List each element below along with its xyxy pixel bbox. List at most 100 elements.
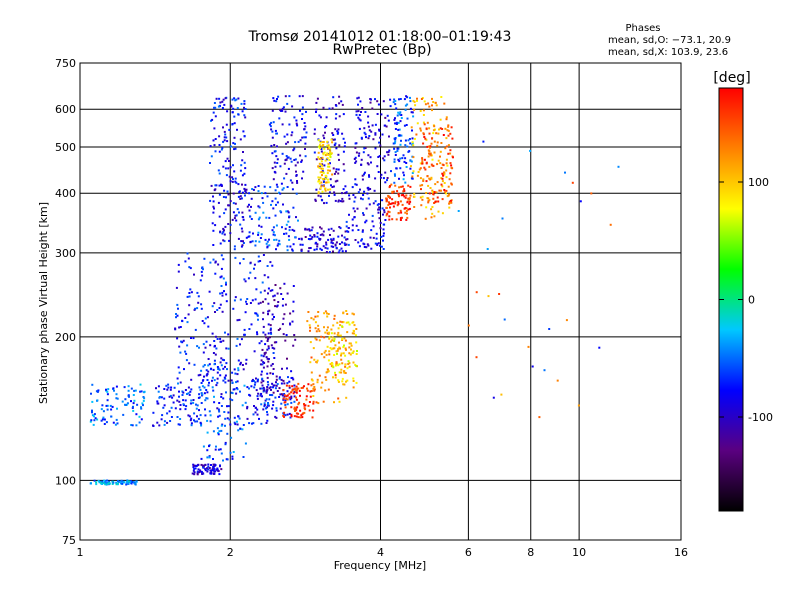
echo-point <box>395 167 398 170</box>
echo-point <box>268 123 271 126</box>
echo-point <box>299 243 302 246</box>
echo-point <box>363 246 366 248</box>
echo-point <box>291 376 294 379</box>
echo-point <box>427 102 430 105</box>
echo-point <box>326 157 329 160</box>
echo-point <box>306 228 309 231</box>
echo-point <box>385 125 388 128</box>
echo-point <box>308 229 311 232</box>
echo-point <box>260 392 263 395</box>
echo-point <box>317 139 320 142</box>
echo-point <box>135 424 138 427</box>
echo-point <box>405 95 408 98</box>
echo-point <box>152 424 154 427</box>
echo-point <box>556 379 559 382</box>
echo-point <box>341 362 344 365</box>
echo-point <box>376 113 379 115</box>
echo-point <box>355 381 358 384</box>
echo-point <box>400 211 403 214</box>
echo-point <box>167 383 170 386</box>
echo-point <box>335 104 338 107</box>
echo-point <box>312 347 315 350</box>
echo-point <box>132 409 135 412</box>
echo-point <box>347 230 350 233</box>
echo-point <box>217 367 220 370</box>
echo-point <box>396 190 399 193</box>
echo-point <box>329 169 331 172</box>
echo-point <box>258 240 261 243</box>
echo-point <box>163 420 166 423</box>
echo-point <box>211 469 214 471</box>
echo-point <box>417 171 420 173</box>
echo-point <box>232 388 235 391</box>
echo-point <box>429 145 432 148</box>
echo-point <box>251 380 254 383</box>
echo-point <box>413 206 416 208</box>
echo-point <box>264 298 267 301</box>
echo-point <box>176 399 179 402</box>
echo-point <box>112 481 115 484</box>
echo-point <box>398 98 400 101</box>
echo-point <box>117 480 119 482</box>
echo-point <box>318 158 321 160</box>
echo-point <box>402 190 405 193</box>
echo-point <box>168 395 171 398</box>
echo-point <box>166 412 169 415</box>
echo-point <box>274 165 277 168</box>
echo-point <box>367 244 370 247</box>
echo-point <box>202 379 205 382</box>
echo-point <box>292 344 295 347</box>
echo-point <box>197 468 200 471</box>
echo-point <box>308 401 311 403</box>
echo-point <box>439 162 442 165</box>
echo-point <box>297 416 300 419</box>
echo-point <box>324 349 327 352</box>
echo-point <box>235 344 238 347</box>
echo-point <box>388 186 391 189</box>
echo-point <box>252 413 255 416</box>
echo-point <box>219 465 221 468</box>
echo-point <box>335 241 338 244</box>
echo-point <box>251 299 254 302</box>
echo-point <box>326 172 329 175</box>
echo-point <box>404 144 407 147</box>
echo-point <box>213 359 216 362</box>
echo-point <box>254 186 257 189</box>
echo-point <box>178 400 181 403</box>
echo-point <box>224 167 227 170</box>
echo-point <box>261 395 263 398</box>
echo-point <box>209 469 212 472</box>
echo-point <box>317 324 320 327</box>
echo-point <box>96 418 99 421</box>
echo-point <box>313 128 316 131</box>
echo-point <box>227 204 230 207</box>
echo-point <box>224 160 227 163</box>
echo-point <box>351 186 354 189</box>
echo-point <box>209 162 211 164</box>
echo-point <box>245 362 248 365</box>
echo-point <box>355 341 358 344</box>
echo-point <box>266 386 269 388</box>
echo-point <box>498 293 501 295</box>
echo-point <box>429 187 432 189</box>
echo-point <box>219 448 222 451</box>
echo-point <box>285 334 288 336</box>
echo-point <box>404 108 407 111</box>
echo-point <box>288 226 291 229</box>
echo-point <box>317 156 320 159</box>
echo-point <box>341 377 344 380</box>
echo-point <box>196 415 198 418</box>
echo-point <box>346 230 349 233</box>
echo-point <box>354 146 357 149</box>
echo-point <box>282 397 285 400</box>
echo-point <box>333 193 336 196</box>
echo-point <box>90 392 92 395</box>
echo-point <box>316 245 319 248</box>
echo-point <box>211 467 214 470</box>
echo-point <box>243 278 246 281</box>
echo-point <box>201 464 204 467</box>
echo-point <box>189 390 192 393</box>
legend-line-1: mean, sd,O: −73.1, 20.9 <box>608 35 731 46</box>
echo-point <box>285 158 288 161</box>
echo-point <box>269 125 272 128</box>
